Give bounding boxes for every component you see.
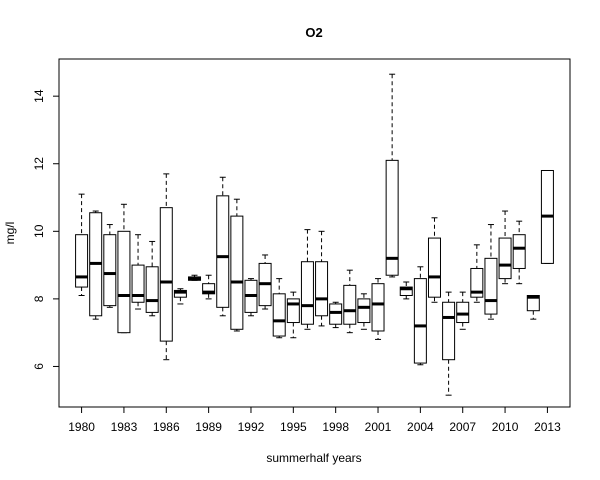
box-iqr [272, 293, 286, 337]
box-iqr [427, 237, 441, 298]
box-iqr [75, 234, 89, 288]
box-iqr [413, 278, 427, 364]
y-tick-label: 10 [32, 224, 46, 238]
box-1989 [202, 274, 216, 300]
box-2009 [484, 224, 498, 320]
box-1994 [272, 278, 286, 339]
box-1985 [145, 240, 159, 317]
box-2005 [427, 217, 441, 303]
box-iqr [117, 230, 131, 334]
box-iqr [498, 237, 512, 280]
x-tick-label: 1980 [68, 420, 95, 434]
box-iqr [315, 261, 329, 317]
box-1995 [286, 291, 300, 339]
box-iqr [103, 234, 117, 307]
box-1990 [216, 176, 230, 317]
x-axis: 1980 1983 1986 1989 1992 1995 1998 2001 2004 2007… [68, 406, 561, 434]
box-iqr [173, 289, 187, 298]
box-iqr [357, 298, 371, 324]
box-1984 [131, 234, 145, 310]
box-iqr [286, 298, 300, 324]
box-1997 [315, 230, 329, 327]
box-1980 [75, 193, 89, 297]
box-2004 [413, 266, 427, 366]
box-1988 [188, 274, 202, 281]
y-axis: 6 8 10 12 14 [32, 89, 60, 370]
box-2007 [456, 291, 470, 330]
box-iqr [300, 261, 314, 325]
x-axis-label: summerhalf years [266, 451, 361, 465]
box-iqr [159, 207, 173, 342]
box-iqr [526, 295, 540, 312]
x-tick-label: 2013 [534, 420, 561, 434]
x-tick-label: 1983 [111, 420, 138, 434]
y-tick-label: 14 [32, 89, 46, 103]
box-1999 [343, 269, 357, 334]
box-2000 [357, 293, 371, 330]
box-2002 [385, 73, 399, 278]
box-1986 [159, 173, 173, 361]
box-iqr [343, 284, 357, 325]
x-tick-label: 2010 [492, 420, 519, 434]
box-1996 [300, 229, 314, 330]
x-tick-label: 1989 [195, 420, 222, 434]
y-axis-label: mg/l [3, 222, 17, 245]
box-iqr [202, 283, 216, 295]
box-2012 [526, 295, 540, 320]
x-tick-label: 1998 [322, 420, 349, 434]
plot-frame [58, 58, 571, 408]
box-2003 [399, 281, 413, 300]
box-iqr [442, 301, 456, 361]
box-iqr [484, 257, 498, 315]
box-1982 [103, 224, 117, 308]
x-tick-label: 1992 [238, 420, 265, 434]
box-2013 [540, 169, 554, 264]
box-iqr [456, 301, 470, 324]
box-1991 [230, 198, 244, 332]
box-iqr [399, 286, 413, 297]
box-1993 [258, 254, 272, 310]
box-2001 [371, 278, 385, 340]
x-tick-label: 2004 [407, 420, 434, 434]
box-iqr [329, 303, 343, 325]
box-1992 [244, 278, 258, 317]
boxplot-series [75, 73, 554, 396]
chart-title: O2 [305, 25, 322, 40]
box-2010 [498, 210, 512, 285]
x-tick-label: 1986 [153, 420, 180, 434]
box-iqr [230, 215, 244, 330]
y-tick-label: 6 [32, 363, 46, 370]
box-2006 [442, 291, 456, 396]
box-iqr [512, 234, 526, 269]
box-2011 [512, 220, 526, 285]
box-iqr [470, 267, 484, 298]
x-tick-label: 2001 [365, 420, 392, 434]
x-tick-label: 1995 [280, 420, 307, 434]
box-2008 [470, 244, 484, 303]
y-tick-label: 12 [32, 157, 46, 171]
box-iqr [145, 266, 159, 313]
box-iqr [371, 283, 385, 332]
box-iqr [131, 264, 145, 303]
box-1987 [173, 288, 187, 305]
box-1983 [117, 203, 131, 334]
box-iqr [216, 195, 230, 308]
box-iqr [385, 159, 399, 276]
box-1998 [329, 301, 343, 329]
box-1981 [89, 210, 103, 320]
y-tick-label: 8 [32, 295, 46, 302]
x-tick-label: 2007 [449, 420, 476, 434]
